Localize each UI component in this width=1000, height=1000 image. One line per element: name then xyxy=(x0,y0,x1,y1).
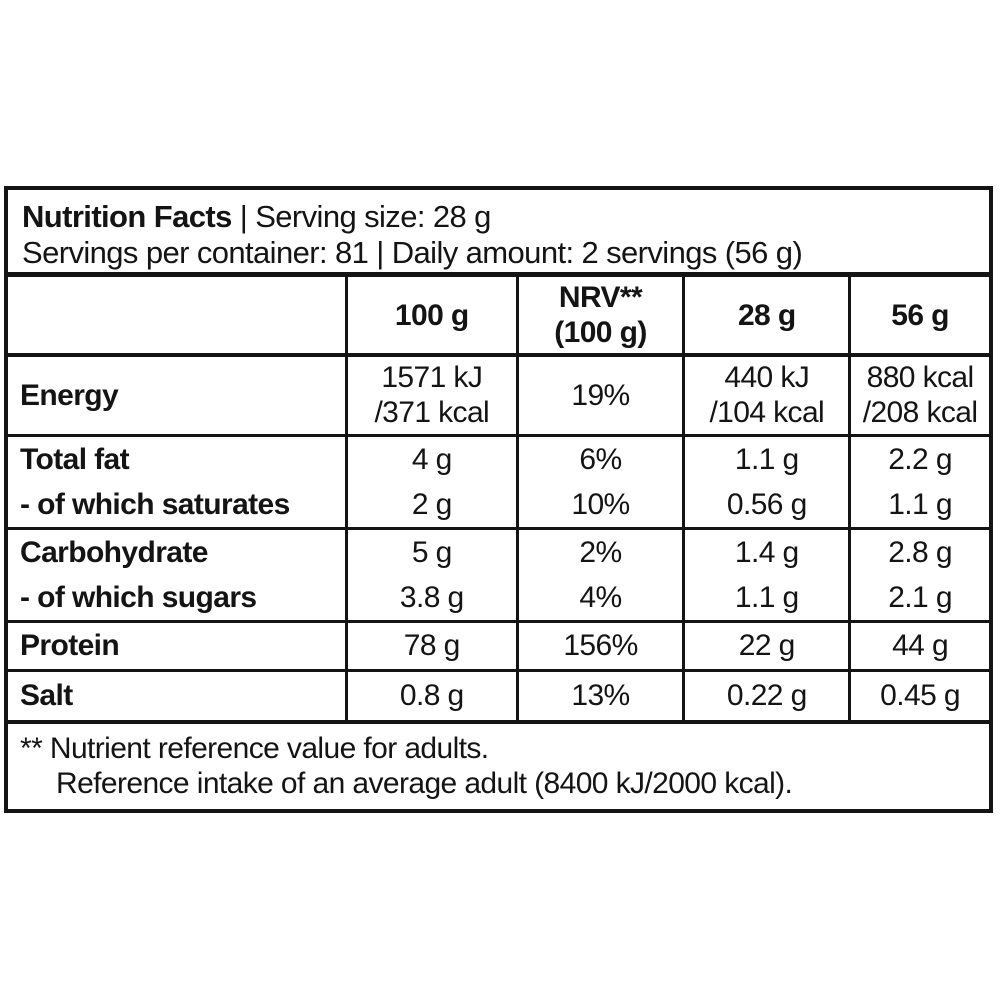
footnote-line-1: ** Nutrient reference value for adults. xyxy=(20,732,489,765)
row-label-sugars: - of which sugars xyxy=(8,575,347,623)
sugars-per-100g: 3.8 g xyxy=(344,575,518,623)
energy-per-28g-kcal: /104 kcal xyxy=(709,396,825,430)
column-header-56g: 56 g xyxy=(848,277,989,357)
nutrition-label: Nutrition Facts | Serving size: 28 g Servi… xyxy=(4,186,993,813)
salt-per-28g: 0.22 g xyxy=(682,670,850,720)
footnote-line-2: Reference intake of an average adult (84… xyxy=(56,767,793,800)
column-header-nrv: NRV** (100 g) xyxy=(515,277,684,357)
salt-nrv: 13% xyxy=(515,670,684,720)
column-header-row: 100 g NRV** (100 g) 28 g 56 g xyxy=(8,277,989,357)
total-fat-per-56g: 2.2 g xyxy=(848,435,989,482)
label-header: Nutrition Facts | Serving size: 28 g Servi… xyxy=(8,190,989,277)
energy-per-100g-kcal: /371 kcal xyxy=(374,396,490,430)
energy-per-28g-kj: 440 kJ xyxy=(724,361,810,395)
sugars-per-56g: 2.1 g xyxy=(848,575,989,623)
table-row-energy: Energy 1571 kJ /371 kcal 19% 440 kJ /104… xyxy=(8,355,989,437)
row-label-protein: Protein xyxy=(8,621,347,672)
total-fat-per-28g: 1.1 g xyxy=(682,435,850,482)
salt-per-100g: 0.8 g xyxy=(344,670,518,720)
carbohydrate-per-28g: 1.4 g xyxy=(682,528,850,575)
nutrition-table: 100 g NRV** (100 g) 28 g 56 g Energy 157… xyxy=(8,277,989,720)
carbohydrate-per-100g: 5 g xyxy=(344,528,518,575)
column-header-nrv-line1: NRV** xyxy=(558,281,643,314)
saturates-per-28g: 0.56 g xyxy=(682,482,850,530)
table-row-saturates: - of which saturates 2 g 10% 0.56 g 1.1 … xyxy=(8,482,989,530)
protein-per-100g: 78 g xyxy=(344,621,518,672)
energy-per-56g: 880 kcal /208 kcal xyxy=(848,355,989,437)
energy-per-100g-kj: 1571 kJ xyxy=(381,361,483,395)
sugars-per-28g: 1.1 g xyxy=(682,575,850,623)
header-divider: | xyxy=(239,199,248,234)
carbohydrate-nrv: 2% xyxy=(515,528,684,575)
saturates-nrv: 10% xyxy=(515,482,684,530)
protein-per-28g: 22 g xyxy=(682,621,850,672)
footnote: ** Nutrient reference value for adults. … xyxy=(8,720,989,801)
table-row-protein: Protein 78 g 156% 22 g 44 g xyxy=(8,621,989,672)
serving-size-text: Serving size: 28 g xyxy=(255,199,491,234)
table-row-sugars: - of which sugars 3.8 g 4% 1.1 g 2.1 g xyxy=(8,575,989,623)
column-header-empty xyxy=(8,277,347,357)
energy-nrv: 19% xyxy=(515,355,684,437)
column-header-nrv-line2: (100 g) xyxy=(554,316,647,349)
saturates-per-56g: 1.1 g xyxy=(848,482,989,530)
column-header-100g: 100 g xyxy=(344,277,518,357)
energy-per-100g: 1571 kJ /371 kcal xyxy=(344,355,518,437)
total-fat-per-100g: 4 g xyxy=(344,435,518,482)
row-label-saturates: - of which saturates xyxy=(8,482,347,530)
header-line-2: Servings per container: 81 | Daily amoun… xyxy=(22,235,803,270)
energy-per-28g: 440 kJ /104 kcal xyxy=(682,355,850,437)
salt-per-56g: 0.45 g xyxy=(848,670,989,720)
protein-nrv: 156% xyxy=(515,621,684,672)
row-label-energy: Energy xyxy=(8,355,347,437)
protein-per-56g: 44 g xyxy=(848,621,989,672)
energy-per-56g-line2: /208 kcal xyxy=(862,396,978,430)
carbohydrate-per-56g: 2.8 g xyxy=(848,528,989,575)
energy-per-56g-line1: 880 kcal xyxy=(866,361,975,395)
header-line-1: Nutrition Facts | Serving size: 28 g xyxy=(22,199,977,235)
saturates-per-100g: 2 g xyxy=(344,482,518,530)
total-fat-nrv: 6% xyxy=(515,435,684,482)
sugars-nrv: 4% xyxy=(515,575,684,623)
label-title: Nutrition Facts xyxy=(22,199,232,234)
column-header-28g: 28 g xyxy=(682,277,850,357)
row-label-salt: Salt xyxy=(20,679,73,713)
table-row-carbohydrate: Carbohydrate 5 g 2% 1.4 g 2.8 g xyxy=(8,528,989,575)
table-row-total-fat: Total fat 4 g 6% 1.1 g 2.2 g xyxy=(8,435,989,482)
row-label-carbohydrate: Carbohydrate xyxy=(20,535,208,569)
table-row-salt: Salt 0.8 g 13% 0.22 g 0.45 g xyxy=(8,670,989,720)
row-label-total-fat: Total fat xyxy=(20,442,130,476)
